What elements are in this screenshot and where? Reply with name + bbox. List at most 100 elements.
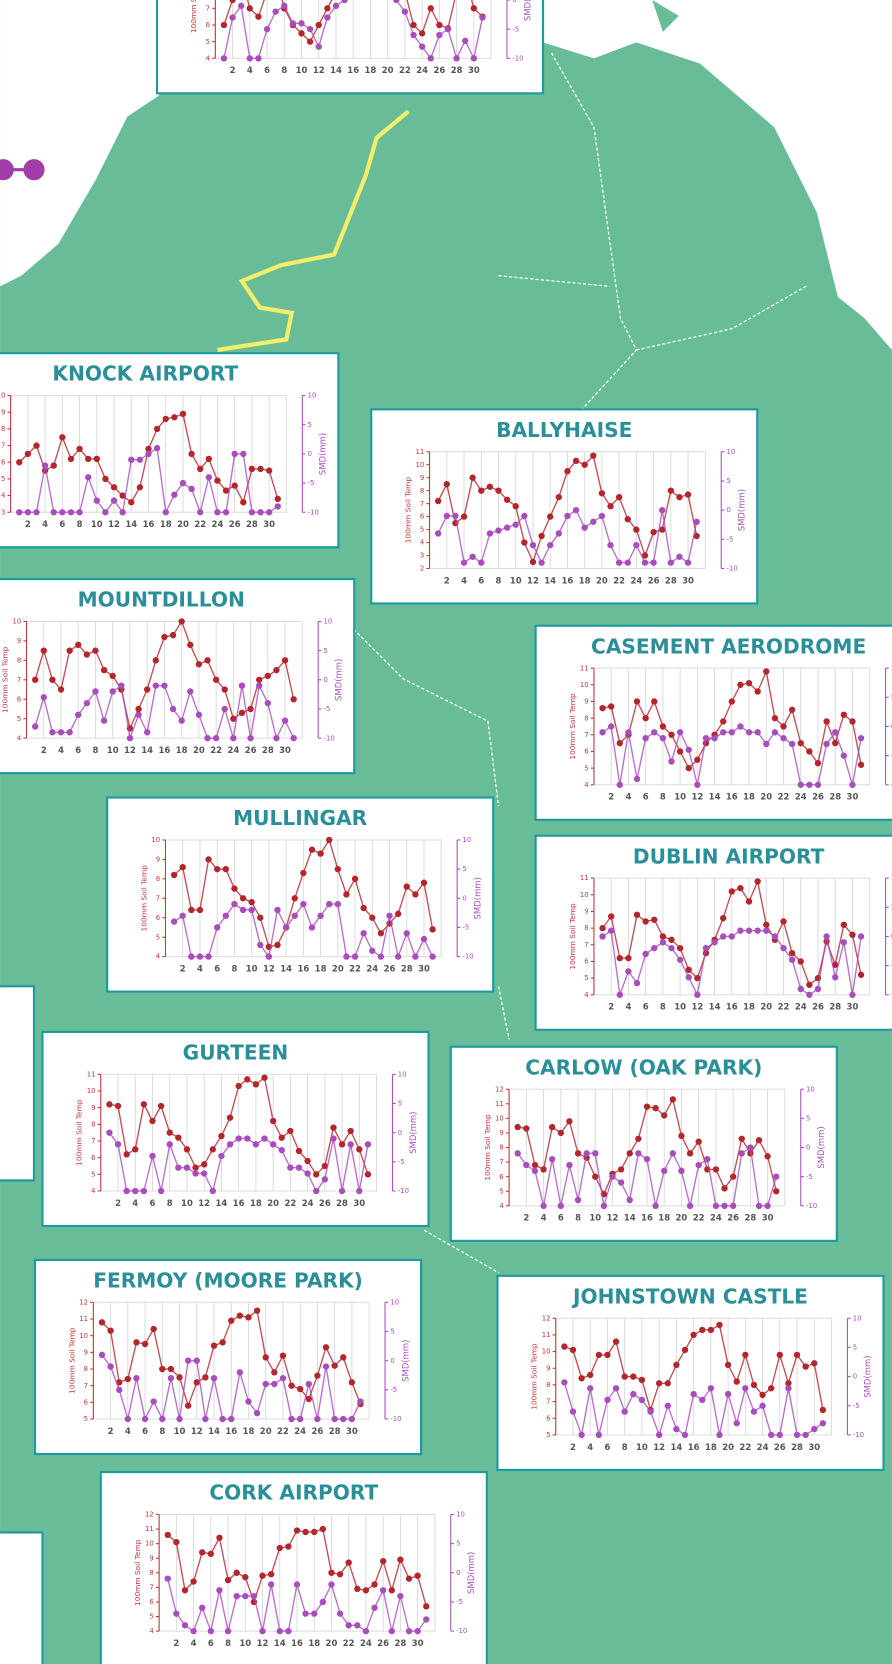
point <box>197 466 203 472</box>
y-tick-label: 6 <box>149 1598 153 1606</box>
point <box>159 1416 165 1422</box>
x-tick-label: 16 <box>347 65 359 75</box>
y2-tick-label: 10 <box>308 392 317 400</box>
x-tick-label: 18 <box>176 745 188 755</box>
point <box>677 729 683 735</box>
y2-axis-label: SMD(mm) <box>318 433 328 475</box>
point <box>720 915 726 921</box>
x-tick-label: 22 <box>277 1426 289 1436</box>
point <box>599 490 605 496</box>
point <box>142 1341 148 1347</box>
x-tick-label: 12 <box>263 963 275 973</box>
point <box>435 530 441 536</box>
point <box>721 1203 727 1209</box>
point <box>495 527 501 533</box>
point <box>277 1545 283 1551</box>
point <box>188 486 194 492</box>
point <box>746 898 752 904</box>
point <box>773 1188 779 1194</box>
point <box>170 632 176 638</box>
point <box>608 927 614 933</box>
x-tick-label: 16 <box>225 1426 237 1436</box>
point <box>789 950 795 956</box>
point <box>167 1129 173 1135</box>
point <box>115 1103 121 1109</box>
point <box>386 913 392 919</box>
point <box>780 945 786 951</box>
y-tick-label: 10 <box>580 681 589 689</box>
point <box>99 1319 105 1325</box>
point <box>335 866 341 872</box>
point <box>798 986 804 992</box>
point <box>742 1352 748 1358</box>
y-tick-label: 5 <box>156 933 160 941</box>
y-tick-label: 7 <box>546 1398 550 1406</box>
point <box>307 26 313 32</box>
x-tick-label: 28 <box>262 745 274 755</box>
y2-axis-label: SMD(mm) <box>522 0 532 21</box>
x-tick-label: 20 <box>722 1442 734 1452</box>
point <box>402 8 408 14</box>
point <box>764 1153 770 1159</box>
y-tick-label: 8 <box>584 714 588 722</box>
point <box>412 953 418 959</box>
point <box>197 509 203 515</box>
y2-tick-label: 0 <box>512 0 516 4</box>
point <box>523 1162 529 1168</box>
point <box>184 1164 190 1170</box>
point <box>721 1185 727 1191</box>
point <box>173 1610 179 1616</box>
point <box>625 559 631 565</box>
point <box>406 1575 412 1581</box>
point <box>218 1153 224 1159</box>
y-tick-label: 3 <box>420 552 424 560</box>
x-tick-label: 22 <box>778 1002 790 1012</box>
point <box>25 509 31 515</box>
point <box>313 1188 319 1194</box>
x-tick-label: 24 <box>710 1213 722 1223</box>
point <box>257 509 263 515</box>
point <box>616 494 622 500</box>
point <box>369 948 375 954</box>
point <box>737 885 743 891</box>
point <box>746 729 752 735</box>
y2-tick-label: 5 <box>853 1344 857 1352</box>
y2-axis-label: SMD(mm) <box>816 1126 826 1168</box>
point <box>316 22 322 28</box>
x-tick-label: 14 <box>709 1002 721 1012</box>
point <box>773 1173 779 1179</box>
point <box>549 1156 555 1162</box>
y2-tick-label: 5 <box>398 1100 402 1108</box>
y-tick-label: 11 <box>580 874 589 882</box>
point <box>858 972 864 978</box>
y-tick-label: 10 <box>416 461 425 469</box>
point <box>699 1397 705 1403</box>
point <box>49 677 55 683</box>
point <box>530 542 536 548</box>
point <box>175 1164 181 1170</box>
y-tick-label: 4 <box>206 54 210 62</box>
point <box>257 466 263 472</box>
point <box>798 958 804 964</box>
point <box>264 26 270 32</box>
point <box>244 1076 250 1082</box>
y2-tick-label: 0 <box>806 1144 810 1152</box>
point <box>280 1375 286 1381</box>
point <box>227 1114 233 1120</box>
point <box>225 1628 231 1634</box>
point <box>789 957 795 963</box>
x-tick-label: 20 <box>260 1426 272 1436</box>
point <box>642 715 648 721</box>
point <box>604 1352 610 1358</box>
point <box>223 509 229 515</box>
x-tick-label: 4 <box>125 1426 131 1436</box>
y2-tick-label: -5 <box>512 25 519 33</box>
point <box>163 509 169 515</box>
x-tick-label: 22 <box>210 745 222 755</box>
point <box>639 1397 645 1403</box>
point <box>521 539 527 545</box>
x-tick-label: 18 <box>743 1002 755 1012</box>
point <box>768 1432 774 1438</box>
point <box>232 482 238 488</box>
point <box>133 1339 139 1345</box>
